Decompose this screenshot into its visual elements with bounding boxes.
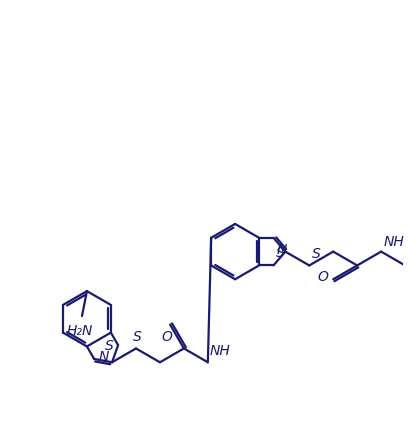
- Text: N: N: [277, 243, 287, 257]
- Text: S: S: [133, 330, 141, 344]
- Text: O: O: [317, 270, 328, 284]
- Text: S: S: [275, 246, 284, 260]
- Text: H₂N: H₂N: [67, 324, 93, 338]
- Text: O: O: [162, 330, 173, 345]
- Text: S: S: [312, 247, 321, 261]
- Text: N: N: [99, 350, 109, 364]
- Text: S: S: [105, 339, 114, 353]
- Text: NH: NH: [384, 235, 405, 249]
- Text: NH: NH: [210, 345, 231, 358]
